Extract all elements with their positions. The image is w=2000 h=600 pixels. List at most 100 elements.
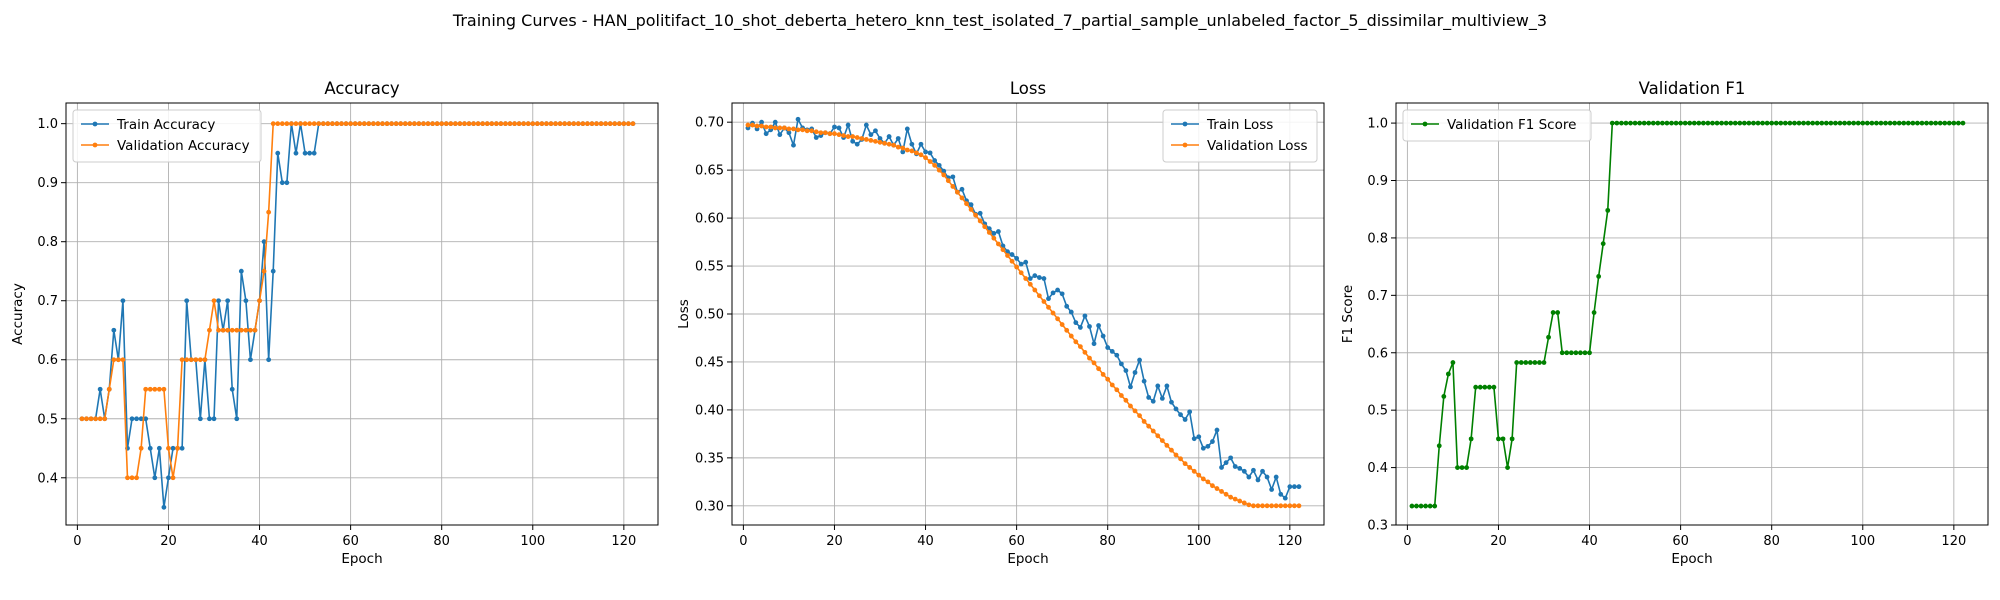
data-point [882, 140, 887, 146]
data-point [421, 121, 426, 127]
data-point [1960, 120, 1966, 126]
figure-suptitle: Training Curves - HAN_politifact_10_shot… [452, 11, 1547, 31]
data-point [266, 209, 272, 215]
data-point [1427, 503, 1433, 509]
data-point [193, 357, 199, 363]
data-point [266, 357, 272, 363]
x-tick-label: 120 [1277, 534, 1302, 549]
data-point [1100, 372, 1106, 377]
data-point [1214, 427, 1220, 433]
data-point [1282, 495, 1288, 501]
data-point [448, 121, 454, 127]
data-point [120, 298, 126, 304]
y-tick-label: 1.0 [37, 117, 58, 132]
data-point [207, 327, 212, 333]
data-point [348, 121, 354, 127]
data-point [1587, 350, 1592, 356]
data-point [1096, 323, 1101, 328]
data-point [1769, 120, 1775, 126]
data-point [1878, 120, 1884, 126]
data-point [1700, 120, 1706, 126]
data-point [968, 207, 974, 212]
data-point [1650, 120, 1656, 126]
legend: Validation F1 Score [1402, 109, 1592, 142]
data-point [1091, 360, 1097, 366]
y-tick-label: 1.0 [1367, 117, 1388, 132]
data-point [630, 121, 636, 127]
data-point [1159, 438, 1165, 443]
data-point [1910, 120, 1916, 126]
data-point [1578, 350, 1583, 356]
data-point [1942, 120, 1948, 126]
data-point [754, 123, 760, 129]
data-point [270, 121, 276, 127]
data-point [402, 121, 408, 127]
data-point [932, 158, 938, 163]
data-point [1109, 349, 1115, 354]
chart-panel-3: 0 20 40 60 80 100 120 0.3 0.4 0.5 0.6 0.7 0.8 0.9 1.0 V… [1340, 79, 1989, 567]
data-point [1655, 120, 1661, 126]
y-axis-label: Accuracy [10, 283, 26, 345]
data-point [1445, 371, 1451, 377]
data-point [325, 121, 331, 127]
data-point [170, 475, 176, 481]
data-point [1541, 360, 1547, 365]
legend-label: Validation Accuracy [117, 138, 250, 154]
data-point [1728, 120, 1734, 126]
x-tick-label: 120 [1941, 534, 1966, 549]
data-point [1173, 452, 1179, 458]
data-point [1073, 320, 1079, 326]
data-point [1123, 368, 1129, 373]
data-point [284, 121, 290, 127]
data-point [1773, 120, 1779, 126]
data-point [1237, 466, 1243, 471]
data-point [1292, 484, 1297, 490]
data-point [1787, 120, 1793, 126]
data-point [1255, 477, 1261, 483]
data-point [585, 121, 590, 127]
data-point [626, 121, 631, 127]
data-point [471, 121, 476, 127]
data-point [873, 128, 878, 134]
data-point [1269, 503, 1275, 509]
data-point [229, 327, 235, 333]
data-point [161, 504, 167, 510]
data-point [1805, 120, 1811, 126]
legend-swatch-marker [1182, 142, 1188, 148]
data-point [1023, 276, 1029, 281]
chart-panels: 0 20 40 60 80 100 120 0.4 0.5 0.6 0.7 0.8 0.9 1.0 Accu… [10, 79, 1989, 567]
data-point [1146, 423, 1152, 429]
data-point [845, 122, 851, 128]
data-point [1191, 468, 1197, 474]
data-point [106, 386, 112, 392]
data-point [293, 150, 299, 156]
data-point [1091, 341, 1097, 347]
data-point [1210, 483, 1215, 489]
data-point [886, 134, 892, 139]
chart-title: Loss [1010, 79, 1046, 98]
data-point [768, 124, 774, 130]
data-point [1178, 412, 1183, 418]
data-point [534, 121, 540, 127]
legend: Train Accuracy Validation Accuracy [72, 109, 262, 163]
data-point [156, 445, 162, 451]
data-point [1509, 436, 1515, 442]
x-tick-label: 40 [917, 534, 934, 549]
data-point [607, 121, 613, 127]
data-point [1696, 120, 1702, 126]
data-point [1246, 474, 1252, 480]
data-point [516, 121, 522, 127]
legend-swatch-marker [92, 142, 98, 148]
data-point [302, 121, 308, 127]
data-point [452, 121, 458, 127]
data-point [571, 121, 577, 127]
data-point [275, 121, 281, 127]
data-point [544, 121, 549, 127]
data-point [750, 122, 755, 128]
data-point [1159, 396, 1165, 401]
y-axis-label: Loss [676, 299, 692, 329]
data-point [1087, 355, 1092, 361]
data-point [1050, 290, 1056, 296]
data-point [143, 386, 149, 392]
data-point [1851, 120, 1857, 126]
